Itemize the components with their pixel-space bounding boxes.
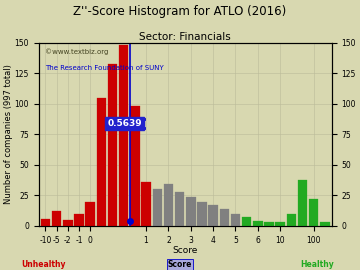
Text: 0.5639: 0.5639 [107,119,142,128]
Bar [63,220,73,226]
Text: The Research Foundation of SUNY: The Research Foundation of SUNY [45,65,163,71]
Bar [231,214,240,226]
Bar [85,201,95,226]
Bar [153,189,162,226]
Y-axis label: Number of companies (997 total): Number of companies (997 total) [4,65,13,204]
Bar [164,184,173,226]
Bar [197,201,207,226]
Bar [52,211,62,226]
Text: Z''-Score Histogram for ATLO (2016): Z''-Score Histogram for ATLO (2016) [73,5,287,18]
Text: Score: Score [168,260,192,269]
Text: Healthy: Healthy [300,260,334,269]
Bar [287,214,296,226]
Bar [220,209,229,226]
Bar [119,45,129,226]
Bar [141,182,151,226]
Bar [175,192,184,226]
Bar [309,199,319,226]
Bar [208,205,218,226]
Text: ©www.textbiz.org: ©www.textbiz.org [45,48,108,55]
Text: Unhealthy: Unhealthy [21,260,66,269]
Bar [130,106,140,226]
Bar [298,180,307,226]
Bar [253,221,262,226]
Bar [74,214,84,226]
Bar [108,64,117,226]
Bar [96,98,106,226]
Bar [186,197,195,226]
Bar [41,219,50,226]
Bar [320,222,330,226]
Bar [264,222,274,226]
Bar [275,222,285,226]
X-axis label: Score: Score [172,246,198,255]
Bar [242,217,251,226]
Title: Sector: Financials: Sector: Financials [139,32,231,42]
